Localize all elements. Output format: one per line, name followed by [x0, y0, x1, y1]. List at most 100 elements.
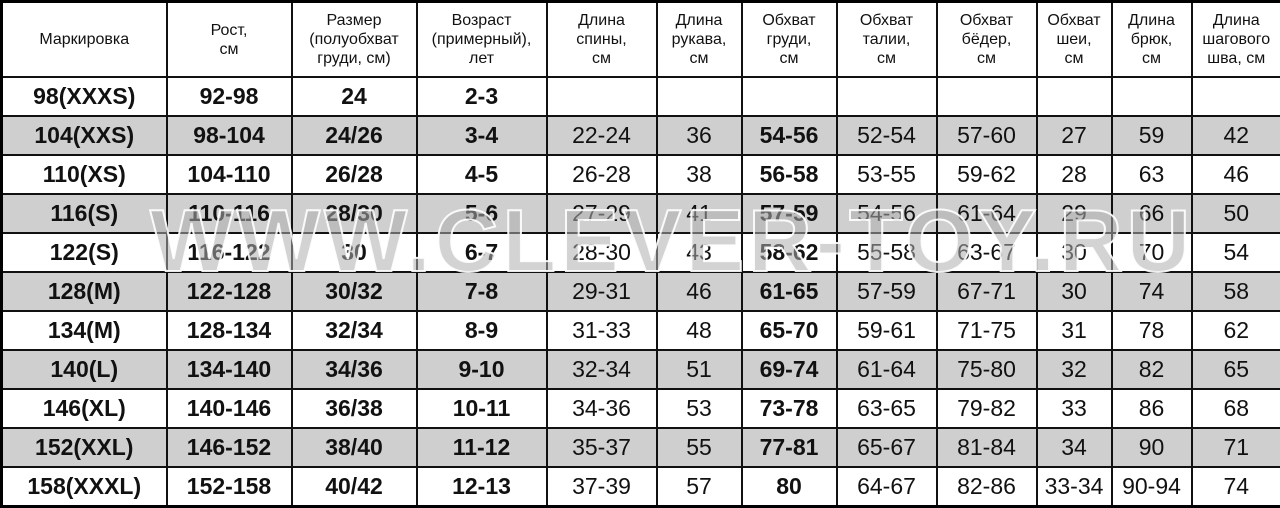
table-cell: 75-80	[937, 350, 1037, 389]
table-cell	[657, 77, 742, 116]
table-cell: 10-11	[417, 389, 547, 428]
table-cell: 104-110	[167, 155, 292, 194]
table-cell: 152(XXL)	[2, 428, 167, 467]
table-cell: 57-60	[937, 116, 1037, 155]
table-cell: 146-152	[167, 428, 292, 467]
column-header: Длина спины, см	[547, 2, 657, 78]
table-cell: 28/30	[292, 194, 417, 233]
table-cell: 68	[1192, 389, 1280, 428]
table-cell: 43	[657, 233, 742, 272]
table-cell: 42	[1192, 116, 1280, 155]
table-cell: 30	[292, 233, 417, 272]
table-cell: 146(XL)	[2, 389, 167, 428]
table-cell: 58-62	[742, 233, 837, 272]
table-cell: 63	[1112, 155, 1192, 194]
table-cell: 92-98	[167, 77, 292, 116]
table-cell: 28-30	[547, 233, 657, 272]
table-cell: 56-58	[742, 155, 837, 194]
table-cell: 128-134	[167, 311, 292, 350]
table-cell: 59-61	[837, 311, 937, 350]
table-cell: 12-13	[417, 467, 547, 507]
table-cell: 77-81	[742, 428, 837, 467]
table-cell: 55	[657, 428, 742, 467]
table-cell: 31	[1037, 311, 1112, 350]
table-cell: 57	[657, 467, 742, 507]
table-cell: 31-33	[547, 311, 657, 350]
table-cell: 122(S)	[2, 233, 167, 272]
table-cell: 57-59	[837, 272, 937, 311]
table-cell: 9-10	[417, 350, 547, 389]
table-cell: 34-36	[547, 389, 657, 428]
table-cell: 158(XXXL)	[2, 467, 167, 507]
table-cell: 50	[1192, 194, 1280, 233]
table-cell: 65-70	[742, 311, 837, 350]
table-cell: 116(S)	[2, 194, 167, 233]
column-header: Размер (полуобхват груди, см)	[292, 2, 417, 78]
table-cell: 57-59	[742, 194, 837, 233]
table-cell: 104(XXS)	[2, 116, 167, 155]
table-cell: 128(M)	[2, 272, 167, 311]
table-cell: 27	[1037, 116, 1112, 155]
table-cell: 30	[1037, 233, 1112, 272]
table-cell: 90	[1112, 428, 1192, 467]
column-header: Возраст (примерный), лет	[417, 2, 547, 78]
table-cell: 26-28	[547, 155, 657, 194]
table-cell: 24	[292, 77, 417, 116]
table-cell: 140(L)	[2, 350, 167, 389]
table-cell: 54	[1192, 233, 1280, 272]
table-cell: 134-140	[167, 350, 292, 389]
table-cell: 53-55	[837, 155, 937, 194]
column-header: Длина брюк, см	[1112, 2, 1192, 78]
table-cell: 65-67	[837, 428, 937, 467]
table-cell: 36/38	[292, 389, 417, 428]
table-cell: 66	[1112, 194, 1192, 233]
table-cell: 69-74	[742, 350, 837, 389]
table-cell: 34	[1037, 428, 1112, 467]
table-cell: 27-29	[547, 194, 657, 233]
table-cell: 64-67	[837, 467, 937, 507]
column-header: Обхват шеи, см	[1037, 2, 1112, 78]
table-cell: 5-6	[417, 194, 547, 233]
table-cell: 2-3	[417, 77, 547, 116]
table-cell: 140-146	[167, 389, 292, 428]
table-cell: 51	[657, 350, 742, 389]
table-cell: 59	[1112, 116, 1192, 155]
table-cell: 29-31	[547, 272, 657, 311]
table-cell: 61-64	[937, 194, 1037, 233]
table-cell: 134(M)	[2, 311, 167, 350]
table-cell: 82	[1112, 350, 1192, 389]
table-cell: 32/34	[292, 311, 417, 350]
table-cell: 70	[1112, 233, 1192, 272]
table-cell: 61-64	[837, 350, 937, 389]
table-cell	[937, 77, 1037, 116]
table-cell	[742, 77, 837, 116]
table-cell: 33	[1037, 389, 1112, 428]
table-cell: 26/28	[292, 155, 417, 194]
table-cell: 58	[1192, 272, 1280, 311]
table-cell: 54-56	[837, 194, 937, 233]
table-cell: 116-122	[167, 233, 292, 272]
table-cell: 38	[657, 155, 742, 194]
table-cell: 62	[1192, 311, 1280, 350]
table-cell: 71-75	[937, 311, 1037, 350]
column-header: Обхват талии, см	[837, 2, 937, 78]
table-cell: 73-78	[742, 389, 837, 428]
table-cell: 74	[1112, 272, 1192, 311]
table-cell: 7-8	[417, 272, 547, 311]
table-cell: 54-56	[742, 116, 837, 155]
table-cell: 152-158	[167, 467, 292, 507]
table-cell: 4-5	[417, 155, 547, 194]
table-cell: 6-7	[417, 233, 547, 272]
column-header: Длина рукава, см	[657, 2, 742, 78]
table-cell: 98-104	[167, 116, 292, 155]
table-cell: 36	[657, 116, 742, 155]
table-cell: 61-65	[742, 272, 837, 311]
